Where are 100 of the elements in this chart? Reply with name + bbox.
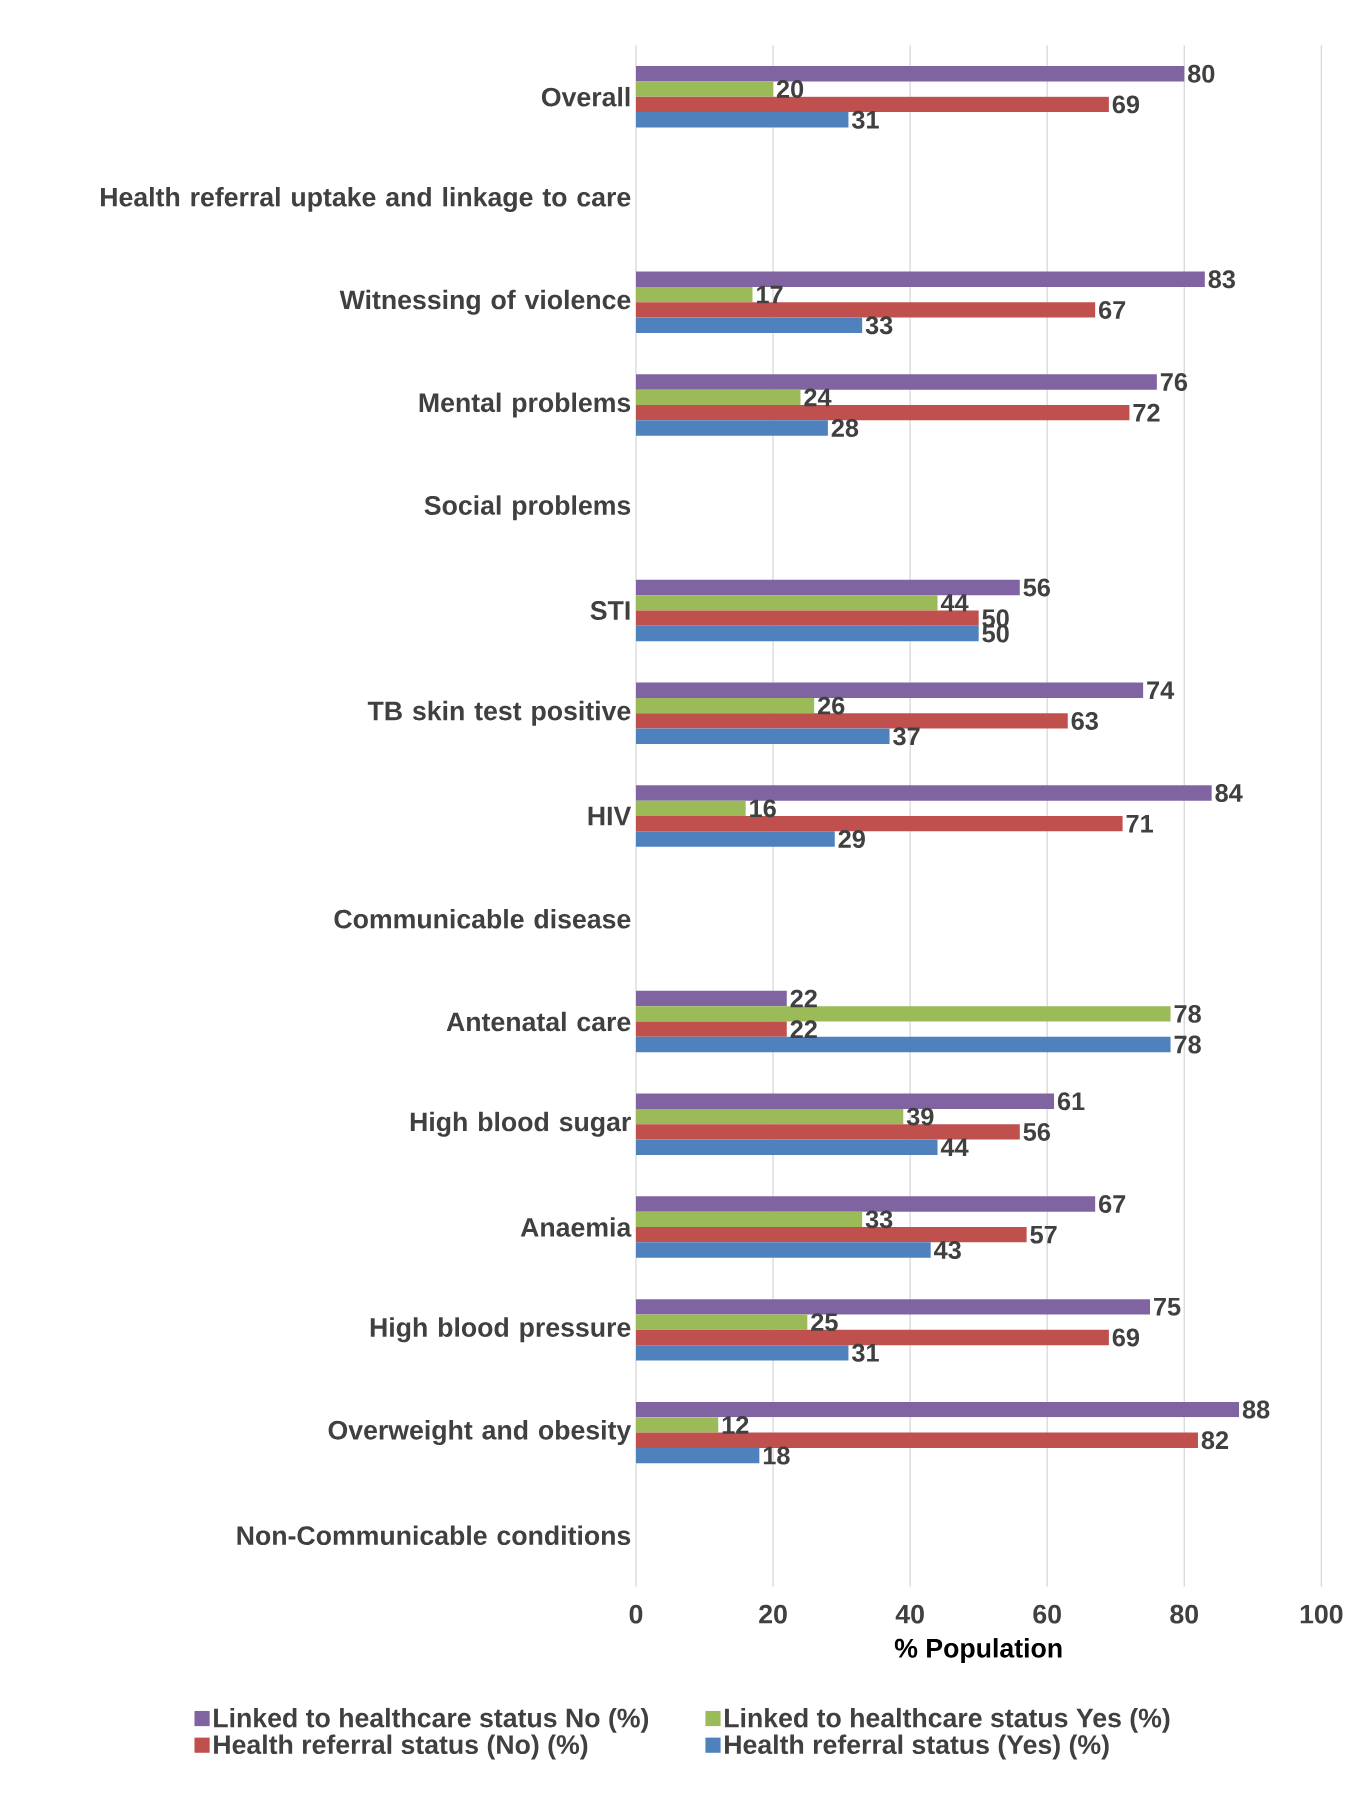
y-tick-label: STI xyxy=(590,601,630,620)
x-tick-label: 40 xyxy=(895,1604,924,1624)
legend-label: Linked to healthcare status No (%) xyxy=(214,1707,649,1733)
data-label: 33 xyxy=(865,1210,893,1229)
data-label: 74 xyxy=(1147,681,1175,699)
data-label: 76 xyxy=(1160,373,1188,391)
legend-label: Health referral status (Yes) (%) xyxy=(725,1734,1109,1760)
data-label: 37 xyxy=(893,727,920,746)
data-label: 82 xyxy=(1201,1431,1229,1450)
bar xyxy=(636,595,938,611)
x-tick-label: 20 xyxy=(759,1604,787,1624)
bar xyxy=(636,1227,1027,1243)
data-label: 69 xyxy=(1112,1328,1140,1347)
data-label: 22 xyxy=(790,1020,817,1039)
y-tick-label: Social problems xyxy=(424,495,631,521)
data-label: 20 xyxy=(776,80,804,99)
data-label: 28 xyxy=(831,419,859,437)
bar xyxy=(636,1345,849,1361)
y-tick-label: Health referral uptake and linkage to care xyxy=(101,187,631,212)
legend-label: Health referral status (No) (%) xyxy=(214,1734,588,1760)
bar xyxy=(636,286,753,303)
bar xyxy=(636,831,835,847)
bar xyxy=(636,625,979,642)
bar xyxy=(636,374,1157,390)
x-axis-title: % Population xyxy=(894,1638,1062,1663)
data-label: 24 xyxy=(804,388,832,407)
y-tick-label: High blood sugar xyxy=(410,1111,631,1137)
bar xyxy=(636,697,815,714)
x-tick-label: 100 xyxy=(1300,1604,1343,1624)
bar xyxy=(636,1211,863,1228)
bar xyxy=(636,1447,760,1464)
bar xyxy=(636,610,979,626)
bar xyxy=(636,1108,904,1125)
bar xyxy=(636,1432,1198,1448)
data-label: 67 xyxy=(1099,1195,1126,1214)
bar xyxy=(636,112,849,128)
bar xyxy=(636,389,801,405)
data-label: 80 xyxy=(1187,64,1215,83)
data-label: 78 xyxy=(1174,1004,1201,1023)
bar xyxy=(636,1401,1240,1418)
bar xyxy=(636,420,828,436)
bar xyxy=(636,816,1123,832)
bar xyxy=(636,66,1185,82)
bar xyxy=(636,579,1020,596)
x-tick-label: 80 xyxy=(1170,1604,1198,1624)
bar xyxy=(636,728,890,744)
bar xyxy=(636,1299,1150,1315)
data-label: 22 xyxy=(790,989,817,1008)
data-label: 75 xyxy=(1154,1297,1181,1316)
y-tick-label: Overall xyxy=(541,86,630,107)
data-label: 31 xyxy=(851,110,879,129)
data-label: 63 xyxy=(1071,711,1098,730)
data-label: 39 xyxy=(906,1107,934,1126)
bar xyxy=(636,1124,1020,1140)
data-label: 67 xyxy=(1099,300,1126,319)
x-tick-label: 60 xyxy=(1033,1604,1061,1624)
data-label: 61 xyxy=(1057,1092,1085,1111)
data-label: 31 xyxy=(851,1343,879,1362)
bar xyxy=(636,1006,1171,1022)
data-label: 25 xyxy=(811,1313,838,1332)
bar xyxy=(636,1196,1096,1212)
data-label: 44 xyxy=(940,1138,969,1156)
y-tick-label: TB skin test positive xyxy=(367,700,631,726)
bar xyxy=(636,990,787,1007)
data-label: 33 xyxy=(865,316,893,335)
y-tick-label: Overweight and obesity xyxy=(328,1420,632,1446)
bar xyxy=(636,713,1068,729)
data-label: 56 xyxy=(1023,1122,1050,1141)
bar xyxy=(636,1021,787,1037)
data-label: 26 xyxy=(817,696,845,715)
bar xyxy=(636,682,1144,698)
y-tick-label: Mental problems xyxy=(419,392,631,418)
bar xyxy=(636,271,1205,287)
y-tick-label: High blood pressure xyxy=(370,1317,631,1343)
data-label: 44 xyxy=(940,594,969,612)
bar xyxy=(636,785,1212,801)
bar xyxy=(636,302,1096,318)
data-label: 56 xyxy=(1023,578,1050,597)
bar xyxy=(636,81,774,97)
y-tick-label: Witnessing of violence xyxy=(339,289,631,315)
data-label: 29 xyxy=(838,830,865,848)
bar xyxy=(636,1139,938,1155)
y-tick-label: HIV xyxy=(588,806,632,826)
data-label: 84 xyxy=(1215,784,1243,802)
data-label: 17 xyxy=(757,285,783,304)
data-label: 43 xyxy=(934,1241,961,1260)
bar xyxy=(636,1093,1055,1109)
data-label: 72 xyxy=(1133,403,1160,422)
bar xyxy=(636,1417,719,1433)
data-label: 83 xyxy=(1208,270,1236,289)
data-label: 71 xyxy=(1126,814,1153,833)
data-label: 69 xyxy=(1112,95,1140,114)
bar xyxy=(636,1314,808,1330)
data-label: 18 xyxy=(763,1446,790,1465)
bar xyxy=(636,1242,931,1258)
bar xyxy=(636,1036,1171,1053)
y-tick-label: Non-Communicable conditions xyxy=(237,1525,631,1546)
x-tick-label: 0 xyxy=(629,1604,643,1624)
y-tick-label: Communicable disease xyxy=(334,908,631,929)
data-label: 16 xyxy=(750,799,776,818)
